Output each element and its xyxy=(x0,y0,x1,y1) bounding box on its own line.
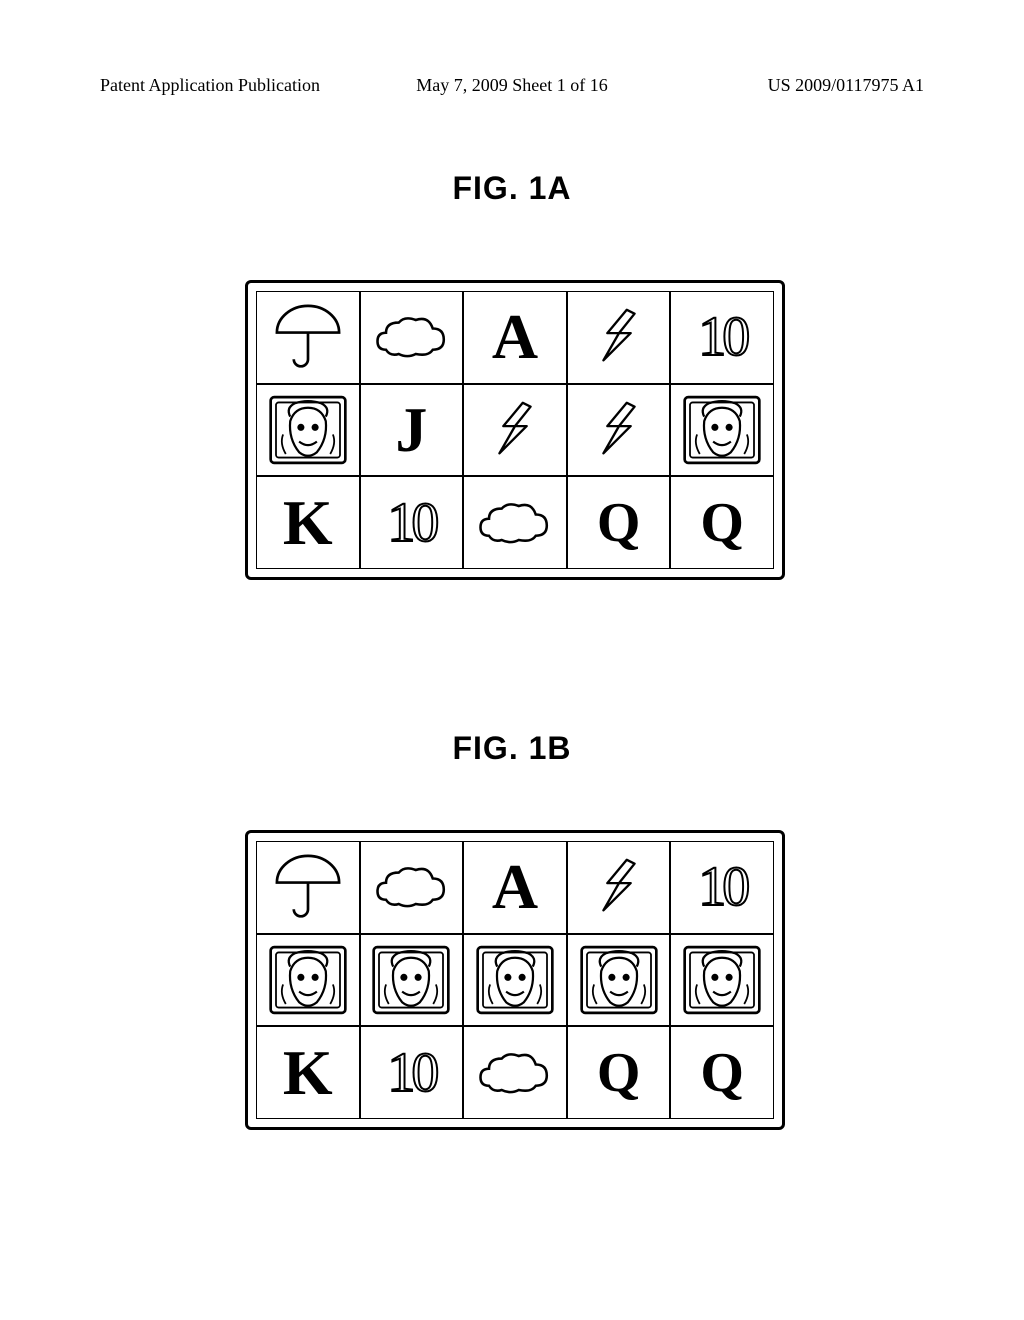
grid-cell: 10 xyxy=(670,291,774,384)
grid-cell: K xyxy=(256,476,360,569)
grid-cell: Q xyxy=(670,1026,774,1119)
cloud-icon xyxy=(472,493,557,553)
umbrella-icon xyxy=(268,297,348,377)
face-icon xyxy=(677,390,767,470)
bolt-icon xyxy=(584,395,654,465)
header-date-sheet: May 7, 2009 Sheet 1 of 16 xyxy=(375,75,650,96)
grid-cell xyxy=(567,291,671,384)
symbol-letter-a: A xyxy=(492,305,538,369)
grid-cell xyxy=(567,384,671,477)
grid-cell: Q xyxy=(567,476,671,569)
symbol-ten: 10 xyxy=(698,305,746,369)
grid-cell xyxy=(670,934,774,1027)
grid-cell xyxy=(256,384,360,477)
bolt-icon xyxy=(584,852,654,922)
face-icon xyxy=(263,390,353,470)
grid-cell: Q xyxy=(670,476,774,569)
grid-cell xyxy=(360,841,464,934)
header-publication: Patent Application Publication xyxy=(100,75,375,96)
figure-1a-grid: A 10 JK 10 Q Q xyxy=(256,291,774,569)
grid-cell xyxy=(256,841,360,934)
face-icon xyxy=(574,940,664,1020)
symbol-ten: 10 xyxy=(698,855,746,919)
symbol-letter-q: Q xyxy=(597,1045,641,1101)
figure-1b-grid: A 10 K 10 Q Q xyxy=(256,841,774,1119)
figure-label-1a: FIG. 1A xyxy=(0,170,1024,207)
header-patent-number: US 2009/0117975 A1 xyxy=(649,75,924,96)
grid-cell xyxy=(567,841,671,934)
face-icon xyxy=(366,940,456,1020)
grid-cell xyxy=(256,291,360,384)
grid-cell xyxy=(463,1026,567,1119)
grid-cell: 10 xyxy=(360,1026,464,1119)
face-icon xyxy=(470,940,560,1020)
face-icon xyxy=(677,940,767,1020)
umbrella-icon xyxy=(268,847,348,927)
grid-cell: A xyxy=(463,291,567,384)
grid-cell: 10 xyxy=(360,476,464,569)
grid-cell: 10 xyxy=(670,841,774,934)
cloud-icon xyxy=(472,1043,557,1103)
symbol-letter-q: Q xyxy=(700,1045,744,1101)
symbol-letter-q: Q xyxy=(700,495,744,551)
symbol-ten: 10 xyxy=(387,1041,435,1105)
grid-cell xyxy=(567,934,671,1027)
grid-cell: A xyxy=(463,841,567,934)
bolt-icon xyxy=(480,395,550,465)
grid-cell xyxy=(463,476,567,569)
grid-cell xyxy=(256,934,360,1027)
cloud-icon xyxy=(369,307,454,367)
grid-cell xyxy=(360,291,464,384)
grid-cell xyxy=(670,384,774,477)
symbol-letter-k: K xyxy=(283,491,333,555)
grid-cell: Q xyxy=(567,1026,671,1119)
face-icon xyxy=(263,940,353,1020)
page-header: Patent Application Publication May 7, 20… xyxy=(0,75,1024,96)
symbol-letter-a: A xyxy=(492,855,538,919)
symbol-ten: 10 xyxy=(387,491,435,555)
figure-label-1b: FIG. 1B xyxy=(0,730,1024,767)
symbol-letter-k: K xyxy=(283,1041,333,1105)
grid-cell: J xyxy=(360,384,464,477)
symbol-letter-q: Q xyxy=(597,495,641,551)
bolt-icon xyxy=(584,302,654,372)
grid-cell xyxy=(360,934,464,1027)
grid-cell xyxy=(463,934,567,1027)
figure-1a-grid-frame: A 10 JK 10 Q Q xyxy=(245,280,785,580)
symbol-letter-j: J xyxy=(395,398,427,462)
grid-cell: K xyxy=(256,1026,360,1119)
grid-cell xyxy=(463,384,567,477)
figure-1b-grid-frame: A 10 K 10 Q Q xyxy=(245,830,785,1130)
cloud-icon xyxy=(369,857,454,917)
